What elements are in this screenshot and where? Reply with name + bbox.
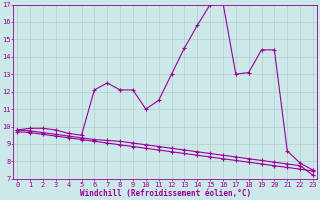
X-axis label: Windchill (Refroidissement éolien,°C): Windchill (Refroidissement éolien,°C) [80,189,251,198]
